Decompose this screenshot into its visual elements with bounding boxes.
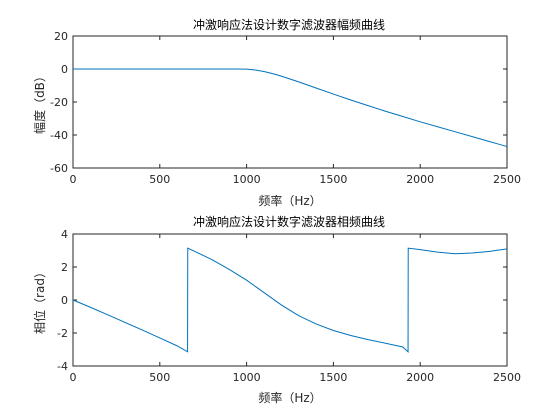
phase-title: 冲激响应法设计数字滤波器相频曲线: [193, 214, 385, 229]
x-tick-label: 1500: [319, 371, 347, 384]
phase-xlabel: 频率（Hz）: [258, 390, 321, 405]
x-tick-label: 500: [149, 173, 170, 186]
magnitude-ticks: 0 500 1000 1500 2000 2500 -60 -40 -20 0 20: [50, 30, 521, 186]
y-tick-label: 4: [61, 228, 68, 241]
phase-axes-box: [72, 233, 508, 367]
x-tick-label: 2000: [406, 173, 434, 186]
magnitude-series-line: [73, 68, 508, 148]
y-tick-label: -60: [50, 162, 68, 175]
magnitude-plot: 冲激响应法设计数字滤波器幅频曲线 0 500 1000 1500 2000 2500 -60…: [32, 17, 521, 208]
x-tick-label: 0: [70, 371, 77, 384]
phase-ticks: 0 500 1000 1500 2000 2500 -4 -2 0 2 4: [57, 228, 521, 384]
y-tick-label: -2: [57, 327, 68, 340]
y-tick-label: 0: [61, 63, 68, 76]
x-tick-label: 500: [149, 371, 170, 384]
magnitude-title: 冲激响应法设计数字滤波器幅频曲线: [193, 17, 385, 32]
x-tick-label: 0: [70, 173, 77, 186]
y-tick-label: 0: [61, 294, 68, 307]
y-tick-label: 20: [54, 30, 68, 43]
x-tick-label: 2500: [493, 173, 521, 186]
phase-series-line: [72, 247, 508, 353]
magnitude-axes-box: [72, 35, 508, 169]
x-tick-label: 2500: [493, 371, 521, 384]
phase-ylabel: 相位（rad）: [32, 266, 47, 334]
y-tick-label: -4: [57, 360, 68, 373]
watermark: https://blog.csdn.net/lishan132: [377, 404, 548, 417]
y-tick-label: -40: [50, 129, 68, 142]
x-tick-label: 1500: [319, 173, 347, 186]
magnitude-ylabel: 幅度（dB）: [32, 70, 47, 134]
phase-plot: 冲激响应法设计数字滤波器相频曲线 0 500 1000 1500 2000 2500 -4 -…: [32, 214, 521, 405]
magnitude-xlabel: 频率（Hz）: [258, 193, 321, 208]
y-tick-label: -20: [50, 96, 68, 109]
x-tick-label: 1000: [233, 371, 261, 384]
y-tick-label: 2: [61, 261, 68, 274]
x-tick-label: 2000: [406, 371, 434, 384]
x-tick-label: 1000: [233, 173, 261, 186]
